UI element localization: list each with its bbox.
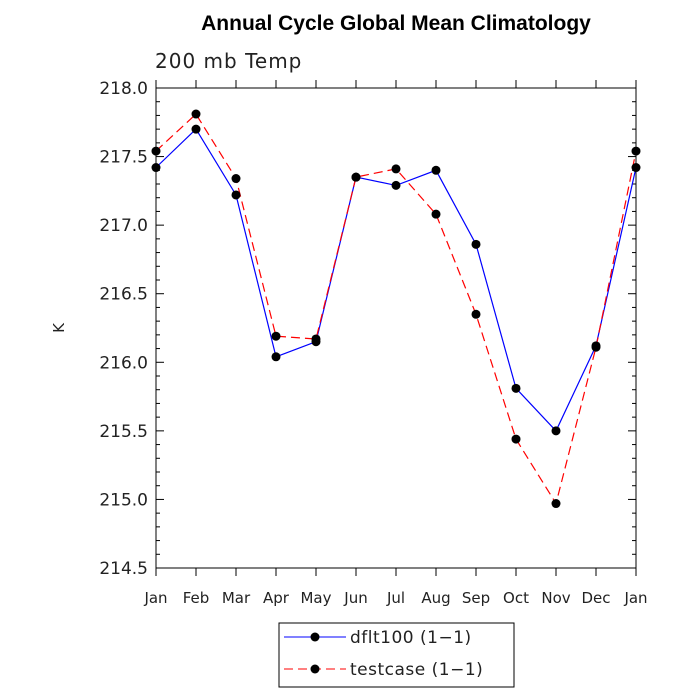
data-point-series-1 (511, 434, 521, 444)
data-point-series-1 (191, 109, 201, 119)
legend-marker-testcase (310, 664, 320, 674)
x-tick-label: Nov (541, 589, 570, 607)
x-tick-label: Apr (263, 589, 290, 607)
plot-frame (155, 87, 637, 569)
x-tick-label: Jan (623, 589, 647, 607)
data-point-series-0 (511, 383, 521, 393)
legend-marker-dflt100 (310, 632, 320, 642)
series-line-0 (155, 128, 637, 432)
data-point-series-0 (551, 426, 561, 436)
y-tick-label: 215.0 (99, 490, 148, 510)
y-tick-label: 217.5 (99, 148, 148, 168)
data-point-series-0 (191, 124, 201, 134)
legend-box (278, 622, 515, 688)
plot-area: 214.5 215.0 215.5 216.0 216.5 217.0 217.5 218.0… (99, 79, 647, 607)
data-point-series-0 (151, 163, 161, 173)
y-tick-label: 217.0 (99, 216, 148, 236)
data-point-series-1 (631, 146, 641, 156)
y-tick-label: 216.5 (99, 285, 148, 305)
x-tick-label: May (300, 589, 331, 607)
y-tick-label: 218.0 (99, 79, 148, 99)
data-point-series-1 (391, 164, 401, 174)
data-point-series-1 (351, 172, 361, 182)
data-point-series-0 (391, 180, 401, 190)
x-tick-label: Feb (183, 589, 210, 607)
data-point-series-1 (591, 342, 601, 352)
data-point-series-1 (231, 174, 241, 184)
x-tick-label: Aug (421, 589, 450, 607)
x-tick-label: Jan (143, 589, 167, 607)
chart-subtitle: 200 mb Temp (155, 49, 302, 73)
x-tick-label: Jun (343, 589, 367, 607)
x-tick-label: Jul (386, 589, 405, 607)
y-tick-label: 215.5 (99, 422, 148, 442)
x-tick-label: Mar (222, 589, 251, 607)
x-tick-label: Oct (503, 589, 529, 607)
series-layer (151, 109, 641, 509)
y-tick-label: 214.5 (99, 559, 148, 579)
x-tick-label: Dec (581, 589, 610, 607)
data-point-series-0 (431, 165, 441, 175)
data-point-series-0 (271, 352, 281, 362)
data-point-series-0 (231, 190, 241, 200)
legend-label-dflt100: dflt100 (1−1) (350, 628, 472, 648)
chart-title: Annual Cycle Global Mean Climatology (201, 12, 591, 35)
y-tick-label: 216.0 (99, 353, 148, 373)
data-point-series-1 (431, 209, 441, 219)
data-point-series-0 (631, 163, 641, 173)
data-point-series-1 (551, 499, 561, 509)
data-point-series-1 (311, 334, 321, 344)
legend-label-testcase: testcase (1−1) (350, 660, 483, 680)
data-point-series-0 (471, 239, 481, 249)
data-point-series-1 (471, 309, 481, 319)
data-point-series-1 (271, 331, 281, 341)
x-tick-label: Sep (462, 589, 490, 607)
y-axis-label: K (50, 322, 68, 333)
data-point-series-1 (151, 146, 161, 156)
legend: dflt100 (1−1) testcase (1−1) (278, 622, 515, 688)
